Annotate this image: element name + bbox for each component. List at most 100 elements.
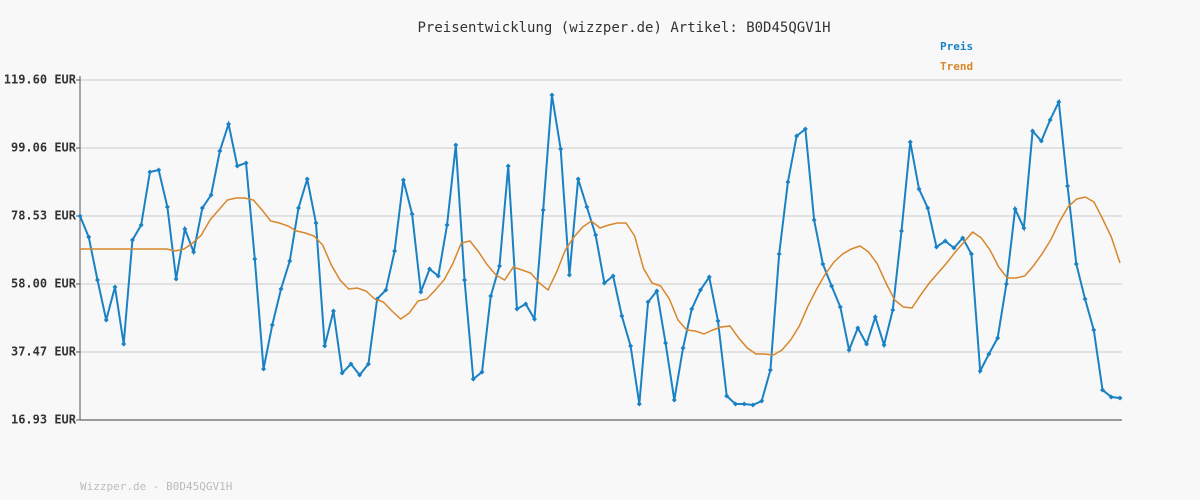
data-point (304, 176, 310, 182)
data-point (724, 393, 730, 399)
data-point (549, 92, 555, 98)
data-point (435, 273, 441, 279)
data-point (820, 261, 826, 267)
data-point (1030, 128, 1036, 134)
data-point (890, 307, 896, 313)
data-point (671, 397, 677, 403)
data-point (427, 266, 433, 272)
data-point (462, 277, 468, 283)
data-point (1038, 138, 1044, 144)
data-point (767, 367, 773, 373)
data-point (1108, 394, 1114, 400)
data-point (933, 244, 939, 250)
legend-label: Trend (940, 60, 973, 73)
data-point (453, 142, 459, 148)
data-point (261, 366, 267, 372)
data-point (252, 256, 258, 262)
data-point (1117, 395, 1123, 401)
data-point (619, 313, 625, 319)
data-point (470, 376, 476, 382)
data-point (715, 318, 721, 324)
data-point (654, 288, 660, 294)
data-point (1047, 117, 1053, 123)
series-line (79, 94, 1121, 407)
data-point (925, 205, 931, 211)
series-line (80, 196, 1121, 356)
data-point (750, 402, 756, 408)
data-point (689, 306, 695, 312)
data-point (322, 343, 328, 349)
data-point (811, 217, 817, 223)
y-tick-label: 58.00 EUR (11, 276, 77, 290)
data-point (505, 163, 511, 169)
data-point (287, 258, 293, 264)
data-point (138, 222, 144, 228)
data-point (488, 293, 494, 299)
data-point (628, 343, 634, 349)
data-point (295, 205, 301, 211)
data-point (383, 287, 389, 293)
data-point (400, 177, 406, 183)
data-point (191, 249, 197, 255)
data-point (1100, 387, 1106, 393)
data-point (540, 207, 546, 213)
data-point (339, 370, 345, 376)
data-point (837, 304, 843, 310)
data-point (558, 146, 564, 152)
data-point (514, 306, 520, 312)
data-point (968, 251, 974, 257)
y-tick-label: 99.06 EUR (11, 141, 77, 155)
data-point (278, 286, 284, 292)
data-point (566, 272, 572, 278)
data-point (881, 342, 887, 348)
y-tick-label: 16.93 EUR (11, 413, 77, 427)
data-point (365, 361, 371, 367)
data-point (444, 222, 450, 228)
data-point (313, 220, 319, 226)
data-point (802, 126, 808, 132)
data-point (951, 245, 957, 251)
data-point (1012, 206, 1018, 212)
data-point (418, 289, 424, 295)
legend-label: Preis (940, 40, 973, 53)
data-point (199, 205, 205, 211)
data-point (1082, 296, 1088, 302)
data-point (217, 148, 223, 154)
data-point (960, 235, 966, 241)
data-point (1091, 327, 1097, 333)
data-point (864, 341, 870, 347)
data-point (907, 139, 913, 145)
data-point (147, 169, 153, 175)
data-point (129, 237, 135, 243)
data-point (645, 299, 651, 305)
data-point (208, 192, 214, 198)
data-point (785, 179, 791, 185)
data-point (103, 317, 109, 323)
data-point (112, 284, 118, 290)
data-point (330, 308, 336, 314)
y-tick-label: 37.47 EUR (11, 344, 77, 358)
y-tick-label: 119.60 EUR (4, 73, 77, 87)
data-point (942, 238, 948, 244)
data-point (986, 351, 992, 357)
data-point (77, 213, 83, 219)
data-point (269, 322, 275, 328)
data-point (610, 273, 616, 279)
data-point (357, 372, 363, 378)
data-point (706, 274, 712, 280)
data-point (794, 133, 800, 139)
data-point (121, 341, 127, 347)
data-point (164, 204, 170, 210)
data-point (94, 277, 100, 283)
data-point (759, 398, 765, 404)
data-point (173, 276, 179, 282)
data-point (741, 401, 747, 407)
data-point (1056, 99, 1062, 105)
data-point (872, 314, 878, 320)
data-point (409, 211, 415, 217)
data-point (593, 232, 599, 238)
data-point (680, 345, 686, 351)
data-point (479, 369, 485, 375)
